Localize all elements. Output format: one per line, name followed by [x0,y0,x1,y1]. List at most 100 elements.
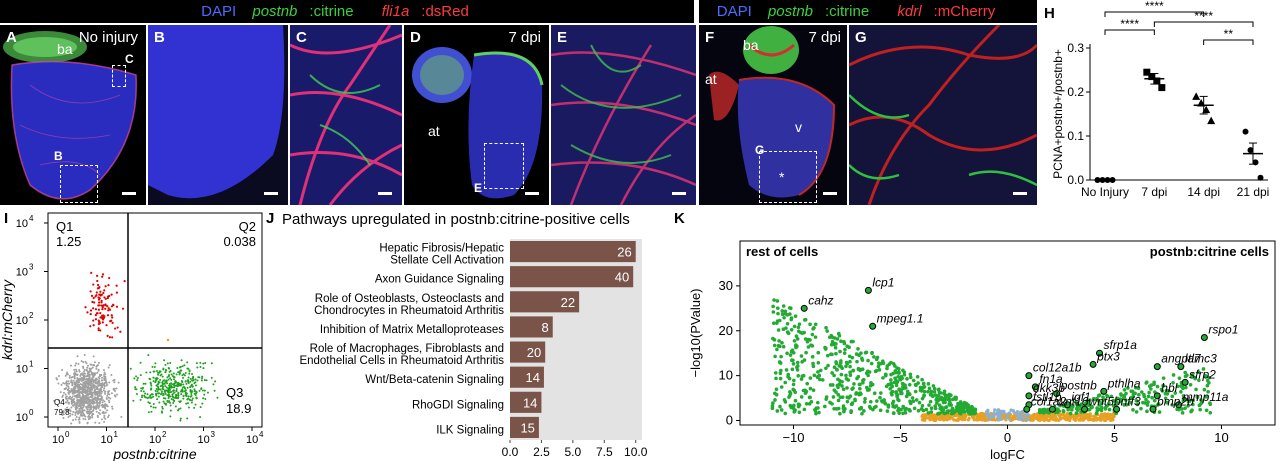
category-label: RhoGDI Signaling [412,399,504,411]
data-point [92,296,95,300]
data-point [96,388,99,391]
data-point [897,387,902,391]
data-point [96,287,99,290]
data-point [836,406,841,411]
data-point [953,395,958,400]
data-point [97,308,101,311]
data-point [191,373,194,376]
data-point [173,378,176,381]
box-c-label: C [125,52,134,66]
data-point [771,401,775,405]
data-point [851,368,856,373]
data-point [82,361,85,364]
data-point [71,395,74,398]
data-point [56,378,59,381]
highlighted-gene-point [1048,405,1056,413]
data-point [168,386,171,389]
data-point [178,400,181,403]
data-point [825,329,829,333]
data-point [1173,391,1178,395]
data-point [810,354,815,359]
wound-closeup-image [551,25,696,205]
data-point [186,367,189,370]
data-point [867,370,872,374]
data-point [204,398,207,401]
data-point [174,405,177,408]
data-point [206,391,209,394]
data-point [134,386,137,389]
data-point [855,376,859,381]
data-point [874,368,879,373]
data-point [98,384,101,387]
category-label: Wnt/Beta-catenin Signaling [365,374,504,386]
data-point [111,336,114,339]
data-point [932,390,937,394]
data-point [773,398,777,402]
data-point [169,377,172,380]
data-point [92,355,95,358]
data-point [1204,408,1209,413]
data-point [194,378,197,381]
data-point [105,324,108,327]
injury-closeup-image [849,25,1037,205]
scale-bar [1013,192,1027,195]
data-point [83,404,86,407]
data-point [88,398,91,401]
data-point [57,374,60,377]
data-point [152,403,155,406]
data-point [199,406,202,409]
data-point [140,387,143,390]
data-point [70,422,73,425]
data-point [160,393,163,396]
data-point [113,389,116,392]
data-point [195,362,198,365]
data-point [875,399,879,403]
data-point [90,371,93,374]
data-point [1014,411,1019,416]
data-point [189,377,192,380]
data-point [200,379,203,382]
data-point [881,376,885,380]
data-point [74,418,77,421]
data-point [1199,398,1203,402]
data-point [154,389,157,392]
data-point [778,376,783,381]
data-point [177,394,180,397]
data-point [841,404,846,408]
data-point [106,314,110,317]
data-point [107,415,110,418]
data-point [1136,386,1141,391]
data-point [94,392,97,395]
data-point [905,377,909,381]
data-point [1045,418,1049,422]
data-point [1112,414,1116,418]
data-point [844,360,849,365]
panel-g-label: G [855,29,867,46]
data-point [1118,397,1123,401]
data-point [799,354,804,358]
data-point [977,415,982,419]
data-point [860,356,864,361]
data-point [74,395,77,398]
data-point [770,404,775,408]
data-point [950,406,955,411]
data-point [106,295,110,298]
data-point [795,344,799,348]
data-point [78,370,81,373]
data-point [794,334,799,339]
gene-label: sfrp2 [1189,367,1216,381]
data-point [844,376,849,381]
data-point [63,387,66,390]
data-point [809,343,813,347]
data-point [1035,416,1039,420]
data-point [1164,388,1169,393]
data-point [175,387,178,390]
x-tick-label: 10 [246,434,258,446]
data-point [1005,416,1009,420]
data-point [176,366,179,369]
data-point [84,306,87,309]
y-tick-label: 30 [719,278,733,293]
y-tick-exponent: 0 [29,408,34,417]
data-point [810,332,815,337]
data-point [837,364,842,368]
